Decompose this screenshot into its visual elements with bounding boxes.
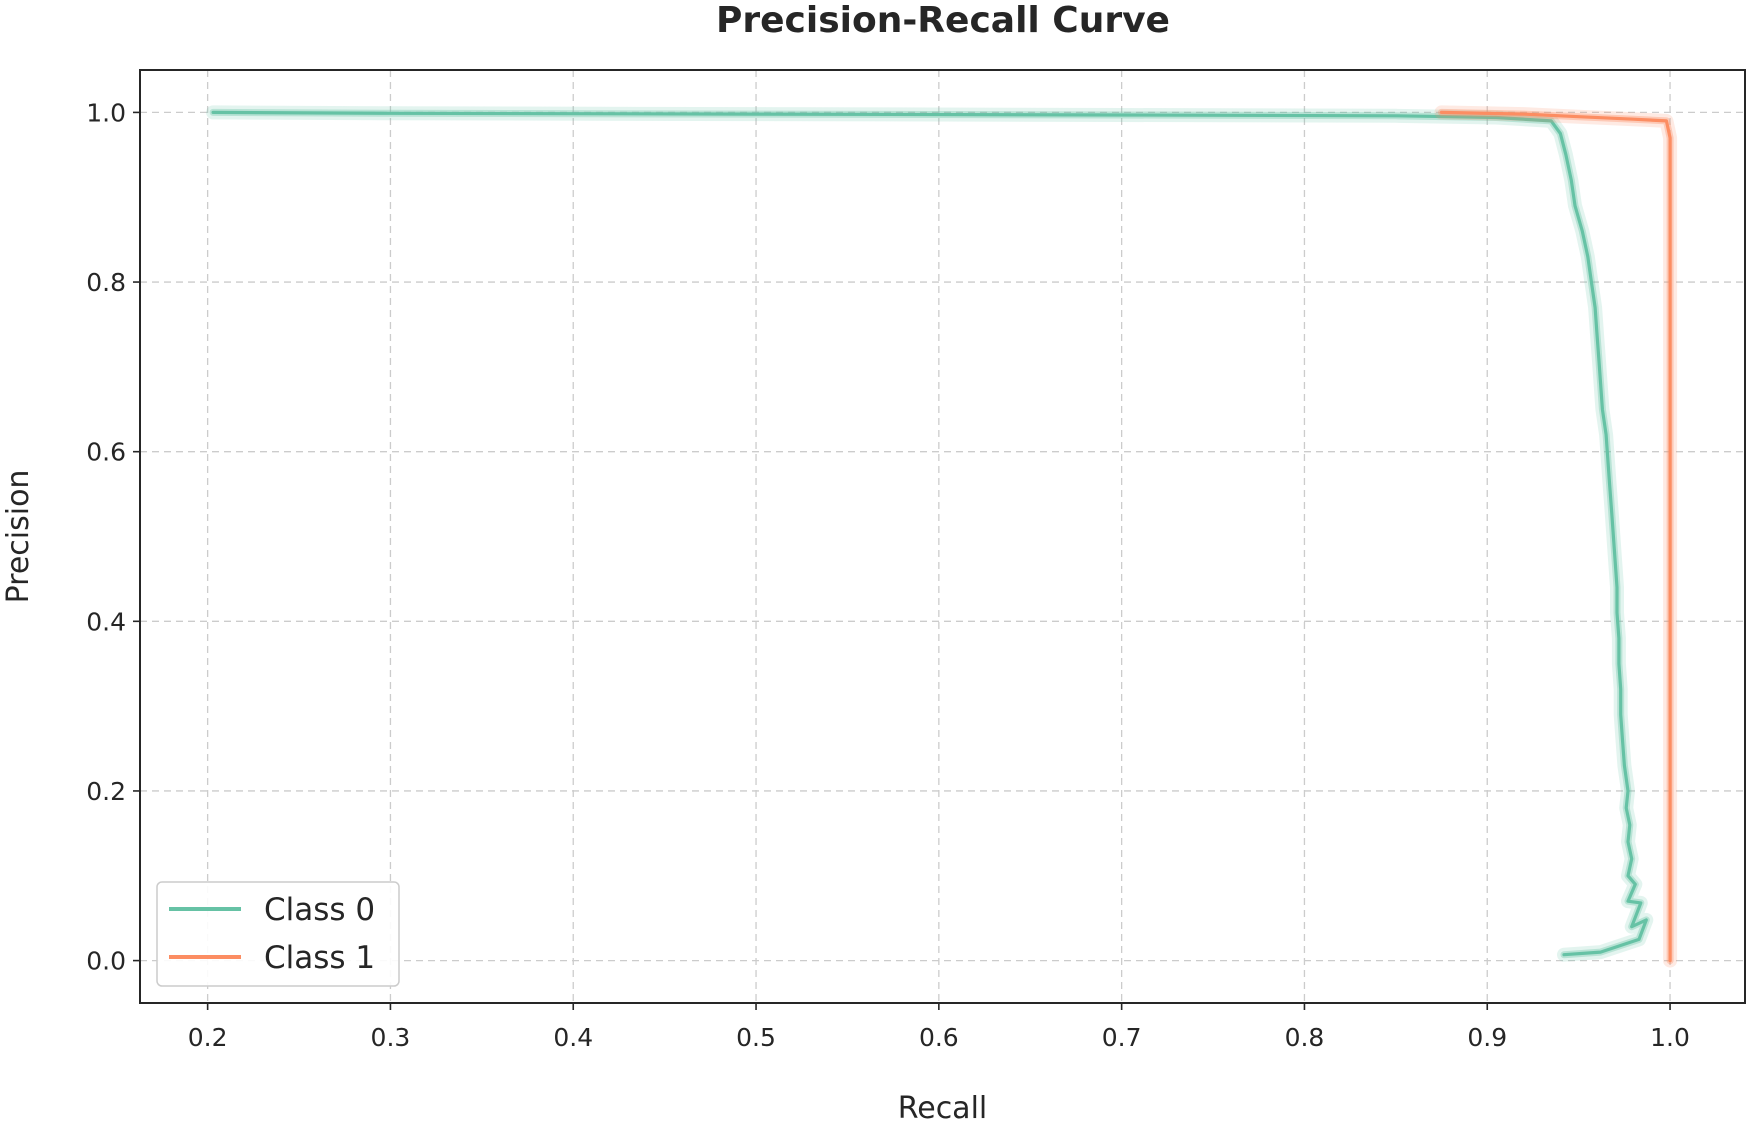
class-0-line: [211, 110, 1648, 957]
y-tick-label: 0.8: [86, 268, 126, 297]
x-tick-label: 1.0: [1650, 1023, 1690, 1052]
y-tick-label: 1.0: [86, 98, 126, 127]
chart-title: Precision-Recall Curve: [716, 0, 1170, 41]
legend-label-class-0: Class 0: [264, 892, 375, 928]
x-tick-label: 0.5: [736, 1023, 776, 1052]
legend-label-class-1: Class 1: [264, 940, 375, 976]
class-0-halo: [206, 105, 1654, 962]
y-tick-label: 0.0: [86, 947, 126, 976]
x-tick-label: 0.9: [1467, 1023, 1507, 1052]
x-tick-label: 0.2: [188, 1023, 228, 1052]
x-tick-label: 0.4: [553, 1023, 593, 1052]
axis-ticks: 0.2 0.3 0.4 0.5 0.6 0.7 0.8 0.9 1.0 0.0 0.2 0.4 0.6 0…: [86, 98, 1690, 1052]
y-tick-label: 0.6: [86, 438, 126, 467]
y-axis-label: Precision: [1, 470, 36, 604]
plot-area-frame: [139, 69, 1746, 1004]
series-layer: [206, 105, 1678, 968]
legend: Class 0 Class 1: [156, 881, 400, 987]
class-1-line: [1439, 110, 1672, 963]
x-tick-label: 0.8: [1285, 1023, 1325, 1052]
y-tick-label: 0.2: [86, 777, 126, 806]
y-tick-label: 0.4: [86, 607, 126, 636]
x-axis-label: Recall: [898, 1091, 988, 1124]
x-tick-label: 0.6: [919, 1023, 959, 1052]
class-0-band: [209, 108, 1650, 959]
x-tick-label: 0.7: [1102, 1023, 1142, 1052]
x-tick-label: 0.3: [371, 1023, 411, 1052]
grid: [140, 70, 1745, 1003]
